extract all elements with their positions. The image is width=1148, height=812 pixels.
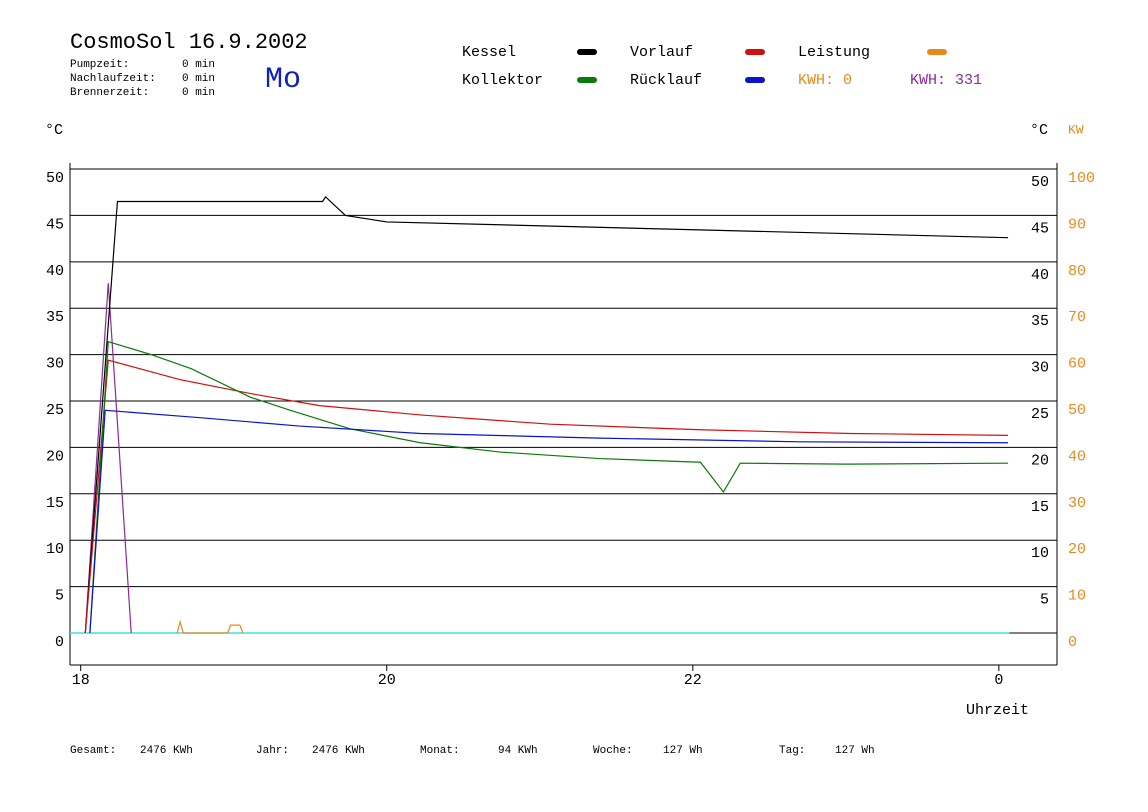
y2-tick-label: 70 xyxy=(1068,309,1086,326)
data-line xyxy=(84,283,132,634)
y2-tick-label: 10 xyxy=(1068,588,1086,605)
y-tick-label: 20 xyxy=(46,448,64,465)
y-right-tick-label: 35 xyxy=(1031,313,1049,330)
y2-tick-label: 20 xyxy=(1068,541,1086,558)
data-line xyxy=(89,340,1009,634)
legend-label: Leistung xyxy=(798,44,870,61)
total-label: Tag: xyxy=(779,745,805,757)
y-right-tick-label: 45 xyxy=(1031,220,1049,237)
chart-title: CosmoSol 16.9.2002 xyxy=(70,30,308,55)
total-label: Woche: xyxy=(593,745,633,757)
total-label: Gesamt: xyxy=(70,745,116,757)
legend-label: Rücklauf xyxy=(630,72,702,89)
y-right-tick-label: 30 xyxy=(1031,360,1049,377)
data-line xyxy=(176,619,244,634)
y2-axis-label: KW xyxy=(1068,122,1084,137)
y2-tick-label: 80 xyxy=(1068,263,1086,280)
y-right-tick-label: 15 xyxy=(1031,499,1049,516)
y-tick-label: 30 xyxy=(46,356,64,373)
y2-tick-label: 40 xyxy=(1068,448,1086,465)
y-tick-label: 15 xyxy=(46,495,64,512)
total-label: Monat: xyxy=(420,745,460,757)
y-tick-label: 25 xyxy=(46,402,64,419)
x-tick-label: 22 xyxy=(684,672,702,689)
y2-tick-label: 0 xyxy=(1068,634,1077,651)
y-axis-label: °C xyxy=(45,122,63,139)
y2-tick-label: 100 xyxy=(1068,170,1095,187)
info-value: 0 min xyxy=(182,87,215,99)
info-value: 0 min xyxy=(182,73,215,85)
y2-tick-label: 30 xyxy=(1068,495,1086,512)
y-right-tick-label: 40 xyxy=(1031,267,1049,284)
data-line xyxy=(84,359,1009,634)
info-value: 0 min xyxy=(182,59,215,71)
y-tick-label: 45 xyxy=(46,216,64,233)
total-label: Jahr: xyxy=(256,745,289,757)
data-line xyxy=(84,195,1009,634)
y-tick-label: 35 xyxy=(46,309,64,326)
weekday: Mo xyxy=(265,63,301,97)
y2-tick-label: 90 xyxy=(1068,216,1086,233)
info-label: Brennerzeit: xyxy=(70,87,149,99)
y-tick-label: 50 xyxy=(46,170,64,187)
y-right-axis-label: °C xyxy=(1030,122,1048,139)
total-value: 127 Wh xyxy=(663,745,703,757)
y-tick-label: 40 xyxy=(46,263,64,280)
y-right-tick-label: 5 xyxy=(1040,592,1049,609)
x-tick-label: 0 xyxy=(994,672,1003,689)
total-value: 94 KWh xyxy=(498,745,538,757)
data-line xyxy=(89,409,1009,634)
legend-label: Kessel xyxy=(462,44,516,61)
x-tick-label: 18 xyxy=(72,672,90,689)
y-tick-label: 0 xyxy=(55,634,64,651)
legend-label: Kollektor xyxy=(462,72,543,89)
legend-label: Vorlauf xyxy=(630,44,693,61)
y-tick-label: 10 xyxy=(46,541,64,558)
total-value: 2476 KWh xyxy=(312,745,365,757)
x-tick-label: 20 xyxy=(378,672,396,689)
y-right-tick-label: 20 xyxy=(1031,452,1049,469)
y-tick-label: 5 xyxy=(55,588,64,605)
x-axis-label: Uhrzeit xyxy=(966,702,1029,719)
info-label: Nachlaufzeit: xyxy=(70,73,156,85)
kwh-label: KWH: 331 xyxy=(910,72,982,89)
y2-tick-label: 50 xyxy=(1068,402,1086,419)
info-label: Pumpzeit: xyxy=(70,59,129,71)
total-value: 127 Wh xyxy=(835,745,875,757)
total-value: 2476 KWh xyxy=(140,745,193,757)
y-right-tick-label: 25 xyxy=(1031,406,1049,423)
y-right-tick-label: 10 xyxy=(1031,545,1049,562)
kwh-label: KWH: 0 xyxy=(798,72,852,89)
y2-tick-label: 60 xyxy=(1068,356,1086,373)
y-right-tick-label: 50 xyxy=(1031,174,1049,191)
